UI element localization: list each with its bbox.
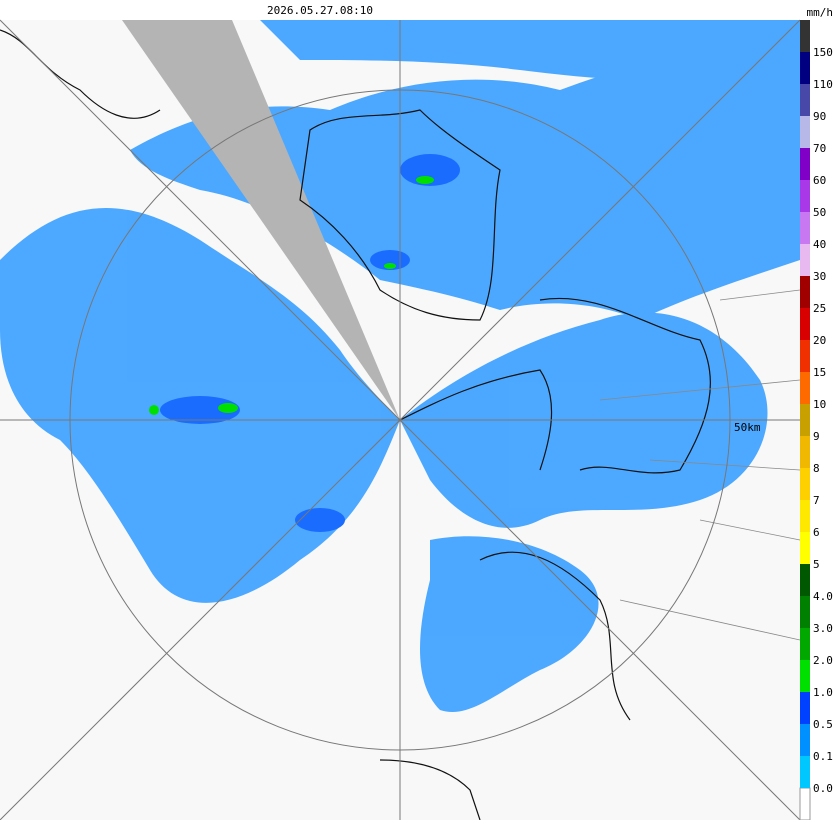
legend-label: 7: [813, 494, 820, 507]
range-rings: [0, 19, 801, 820]
legend-swatch: [800, 724, 810, 756]
legend-label: 0.1: [813, 750, 833, 763]
legend-swatch: [800, 20, 810, 52]
legend-label: 0.5: [813, 718, 833, 731]
legend-label: 3.0: [813, 622, 833, 635]
legend-label: 25: [813, 302, 826, 315]
legend-label: 30: [813, 270, 826, 283]
legend-swatch: [800, 692, 810, 724]
legend-label: 60: [813, 174, 826, 187]
legend-label: 110: [813, 78, 833, 91]
legend-swatch: [800, 564, 810, 596]
legend-swatch: [800, 628, 810, 660]
legend-swatch: [800, 244, 810, 276]
legend-label: 0.0: [813, 782, 833, 795]
timestamp: 2026.05.27.08:10: [267, 4, 373, 17]
legend-swatch: [800, 52, 810, 84]
legend-swatch: [800, 276, 810, 308]
regions: [599, 289, 801, 641]
legend-swatch: [800, 212, 810, 244]
legend-label: 1.0: [813, 686, 833, 699]
legend-label: 2.0: [813, 654, 833, 667]
legend: 150 110 90 70 60 50 40 30 25 20 15 10 9 8 7 6 5 4.0 3.0 2.0…: [799, 20, 833, 820]
legend-label: 6: [813, 526, 820, 539]
unit-label: mm/h: [807, 6, 834, 19]
legend-swatch: [800, 500, 810, 532]
legend-swatch: [800, 340, 810, 372]
legend-swatch: [800, 116, 810, 148]
precipitation-moderate: [160, 154, 460, 532]
precipitation-heavy: [149, 176, 434, 415]
legend-label: 4.0: [813, 590, 833, 603]
legend-swatch: [800, 372, 810, 404]
legend-label: 50: [813, 206, 826, 219]
legend-bar-bottom: [799, 787, 811, 820]
legend-label: 70: [813, 142, 826, 155]
legend-swatch: [800, 660, 810, 692]
legend-swatch: [800, 532, 810, 564]
legend-swatch: [800, 404, 810, 436]
legend-swatch: [800, 596, 810, 628]
legend-label: 90: [813, 110, 826, 123]
legend-label: 40: [813, 238, 826, 251]
legend-swatch: [800, 756, 810, 788]
legend-label: 8: [813, 462, 820, 475]
legend-swatch: [800, 308, 810, 340]
map: 50km: [0, 19, 801, 820]
legend-swatch: [800, 84, 810, 116]
range-label: 50km: [734, 421, 761, 434]
legend-label: 15: [813, 366, 826, 379]
legend-swatch: [800, 148, 810, 180]
legend-swatch: [800, 468, 810, 500]
legend-label: 150: [813, 46, 833, 59]
legend-label: 5: [813, 558, 820, 571]
legend-label: 20: [813, 334, 826, 347]
legend-swatch: [800, 436, 810, 468]
legend-label: 10: [813, 398, 826, 411]
blocked-sector: [122, 20, 400, 420]
borders: [0, 29, 711, 820]
legend-label: 9: [813, 430, 820, 443]
legend-swatch: [800, 180, 810, 212]
